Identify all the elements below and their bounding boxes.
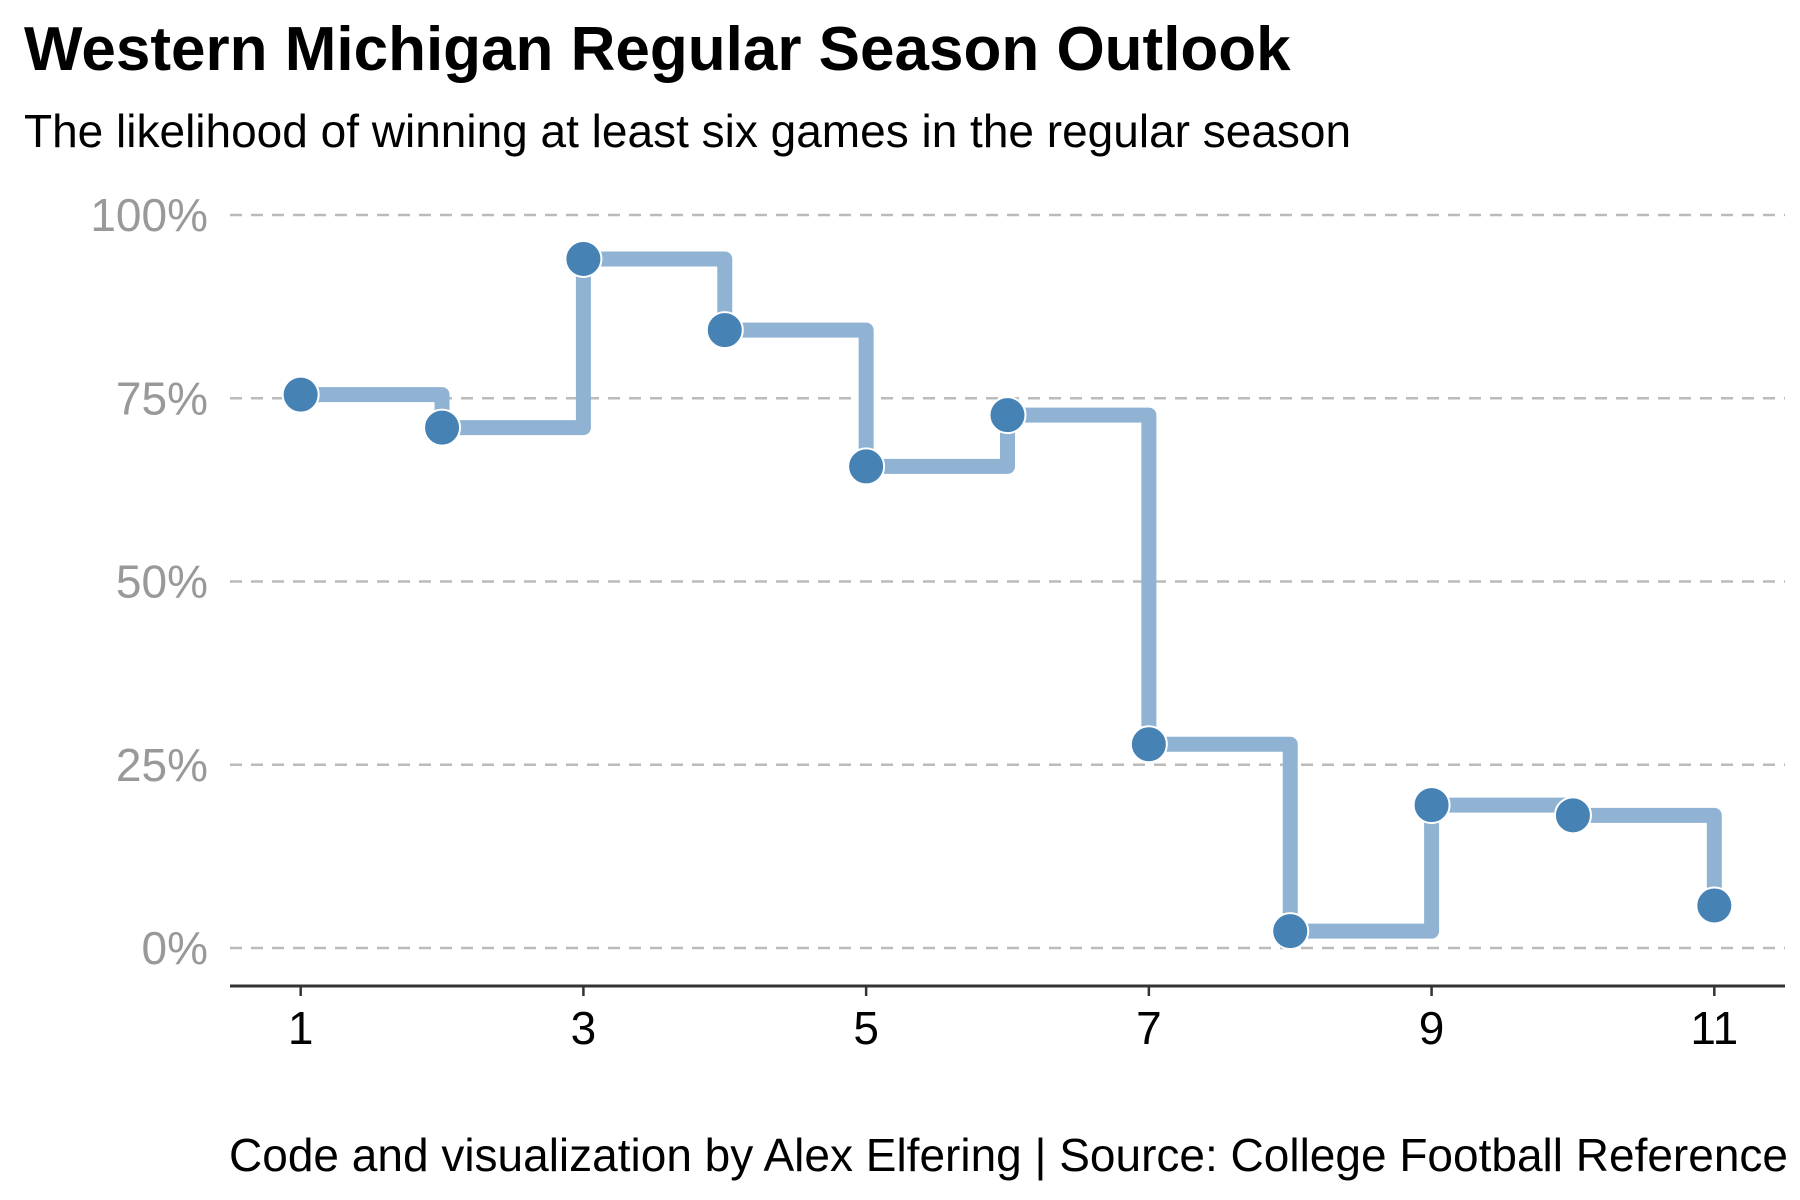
chart-title: Western Michigan Regular Season Outlook (24, 15, 1291, 84)
y-tick-label: 75% (116, 372, 208, 424)
x-axis-ticks: 1 3 5 7 9 11 (288, 986, 1738, 1054)
data-point (281, 375, 320, 414)
x-tick-label: 7 (1136, 1002, 1162, 1054)
data-point (1412, 786, 1451, 825)
y-tick-label: 100% (90, 189, 208, 241)
data-point (1695, 886, 1734, 925)
y-axis-ticks: 0% 25% 50% 75% 100% (90, 189, 208, 974)
y-tick-label: 50% (116, 556, 208, 608)
x-tick-label: 9 (1419, 1002, 1445, 1054)
data-point (564, 239, 603, 278)
data-point (847, 447, 886, 486)
x-tick-label: 3 (571, 1002, 597, 1054)
y-tick-label: 0% (142, 922, 208, 974)
y-tick-label: 25% (116, 739, 208, 791)
chart-caption: Code and visualization by Alex Elfering … (229, 1129, 1788, 1181)
chart-subtitle: The likelihood of winning at least six g… (24, 105, 1352, 157)
data-point (1129, 725, 1168, 764)
data-point (1271, 912, 1310, 951)
data-point (705, 311, 744, 350)
x-tick-label: 11 (1690, 1002, 1738, 1054)
data-point (988, 396, 1027, 435)
step-line-series (300, 251, 1722, 939)
data-point (423, 408, 462, 447)
x-tick-label: 1 (288, 1002, 314, 1054)
data-points (281, 239, 1734, 951)
step-line (300, 251, 1722, 939)
x-tick-label: 5 (853, 1002, 879, 1054)
grid-lines (230, 213, 1785, 950)
data-point (1553, 796, 1592, 835)
